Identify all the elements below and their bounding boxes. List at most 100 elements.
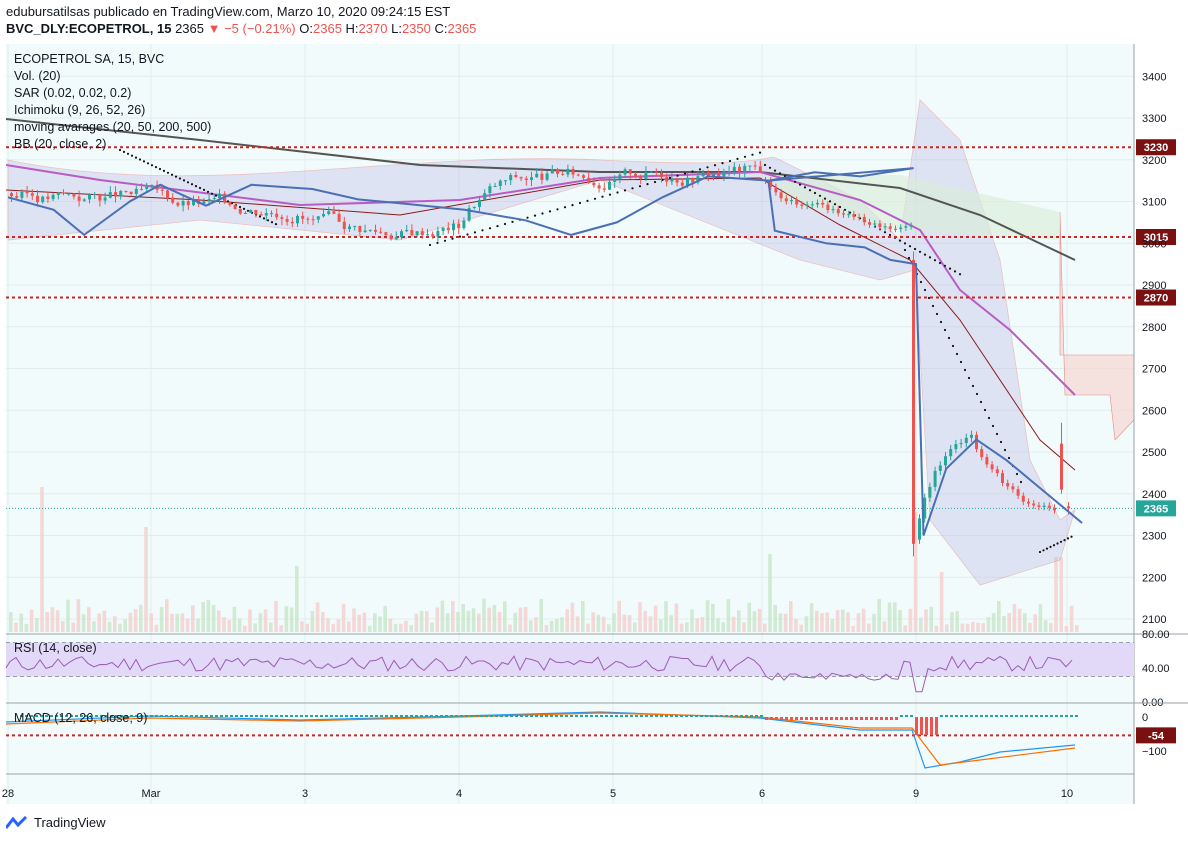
volume-bar bbox=[76, 599, 81, 632]
volume-bar bbox=[1007, 612, 1011, 632]
candle-body bbox=[306, 218, 310, 220]
macd-histogram-bar bbox=[915, 717, 918, 735]
sar-dot bbox=[728, 159, 732, 163]
macd-histogram-bar bbox=[215, 715, 218, 717]
candle-body bbox=[171, 197, 175, 203]
volume-bar bbox=[471, 608, 476, 632]
candle-body bbox=[379, 231, 383, 233]
candle-body bbox=[46, 196, 50, 200]
candle-body bbox=[990, 464, 994, 470]
macd-histogram-bar bbox=[910, 715, 913, 717]
volume-bar bbox=[726, 599, 731, 632]
macd-histogram-bar bbox=[150, 715, 153, 717]
macd-histogram-bar bbox=[660, 715, 663, 717]
candle-body bbox=[540, 173, 544, 180]
sar-dot bbox=[943, 328, 947, 332]
sar-dot bbox=[947, 336, 951, 340]
candle-body bbox=[249, 209, 253, 213]
sar-dot bbox=[1003, 448, 1007, 452]
volume-bar bbox=[243, 625, 247, 632]
macd-histogram-bar bbox=[75, 715, 78, 717]
candle-body bbox=[114, 192, 117, 197]
macd-histogram-bar bbox=[450, 715, 453, 717]
macd-histogram-bar bbox=[260, 715, 263, 717]
y-tick-label: 2800 bbox=[1142, 322, 1166, 334]
macd-histogram-bar bbox=[735, 715, 738, 717]
candle-body bbox=[446, 227, 450, 231]
volume-bar bbox=[674, 603, 679, 632]
volume-bar bbox=[300, 621, 304, 632]
sar-dot bbox=[1038, 550, 1042, 554]
volume-bar bbox=[123, 619, 127, 632]
candle-body bbox=[706, 172, 710, 177]
candle-body bbox=[322, 214, 325, 217]
volume-bar bbox=[201, 601, 205, 632]
volume-bar bbox=[159, 606, 164, 632]
candle-body bbox=[571, 168, 575, 175]
volume-bar bbox=[794, 619, 798, 632]
candle-body bbox=[36, 195, 39, 203]
macd-histogram-bar bbox=[1020, 715, 1023, 717]
volume-bar bbox=[482, 598, 486, 632]
volume-bar bbox=[549, 620, 554, 632]
candle-body bbox=[488, 186, 492, 194]
volume-bar bbox=[55, 610, 60, 632]
macd-histogram-bar bbox=[630, 715, 633, 717]
candle-body bbox=[1047, 505, 1051, 508]
candle-body bbox=[618, 174, 622, 179]
volume-bar bbox=[690, 609, 694, 632]
macd-histogram-bar bbox=[950, 715, 953, 717]
candle-body bbox=[1067, 506, 1070, 509]
x-tick-label: 28 bbox=[2, 788, 14, 800]
volume-bar bbox=[461, 603, 465, 632]
legend-macd: MACD (12, 26, close, 9) bbox=[14, 711, 148, 725]
macd-histogram-bar bbox=[800, 717, 803, 720]
volume-bar bbox=[113, 616, 117, 632]
y-tick-label: 2500 bbox=[1142, 447, 1166, 459]
candle-body bbox=[831, 209, 835, 211]
macd-histogram-bar bbox=[1070, 715, 1073, 717]
candle-body bbox=[732, 166, 736, 172]
macd-histogram-bar bbox=[335, 715, 338, 717]
macd-histogram-bar bbox=[805, 717, 808, 720]
volume-bar bbox=[170, 613, 174, 632]
sar-dot bbox=[174, 175, 178, 178]
close-label: C: bbox=[434, 21, 448, 36]
volume-bar bbox=[492, 604, 497, 632]
sar-dot bbox=[194, 185, 198, 188]
sar-dot bbox=[958, 273, 962, 276]
sar-dot bbox=[668, 176, 672, 179]
macd-histogram-bar bbox=[995, 715, 998, 717]
candle-body bbox=[836, 209, 840, 214]
rsi-band bbox=[6, 642, 1134, 677]
volume-bar bbox=[336, 619, 341, 632]
candle-body bbox=[769, 180, 773, 187]
candle-body bbox=[717, 174, 721, 177]
sar-dot bbox=[1059, 540, 1063, 543]
ma-500-line bbox=[5, 118, 1076, 261]
macd-histogram-bar bbox=[515, 715, 518, 717]
volume-bar bbox=[939, 572, 944, 632]
candle-body bbox=[847, 214, 851, 216]
sar-dot bbox=[1049, 545, 1052, 549]
macd-histogram-bar bbox=[40, 715, 43, 717]
candle-body bbox=[727, 171, 731, 173]
volume-bar bbox=[716, 618, 720, 632]
sar-dot bbox=[586, 199, 589, 202]
candle-body bbox=[441, 227, 445, 231]
volume-bar bbox=[950, 612, 954, 632]
sar-dot bbox=[793, 180, 797, 183]
volume-bar bbox=[14, 622, 18, 632]
candle-body bbox=[72, 193, 76, 197]
y-tick-label: 2600 bbox=[1142, 405, 1166, 417]
candle-body bbox=[30, 193, 34, 196]
candle-body bbox=[275, 213, 279, 218]
macd-histogram-bar bbox=[225, 715, 228, 717]
candle-body bbox=[212, 198, 216, 200]
sar-dot bbox=[118, 148, 122, 152]
sar-dot bbox=[953, 270, 957, 273]
macd-histogram-bar bbox=[520, 715, 523, 717]
sar-dot bbox=[913, 247, 917, 251]
candle-body bbox=[597, 185, 601, 189]
